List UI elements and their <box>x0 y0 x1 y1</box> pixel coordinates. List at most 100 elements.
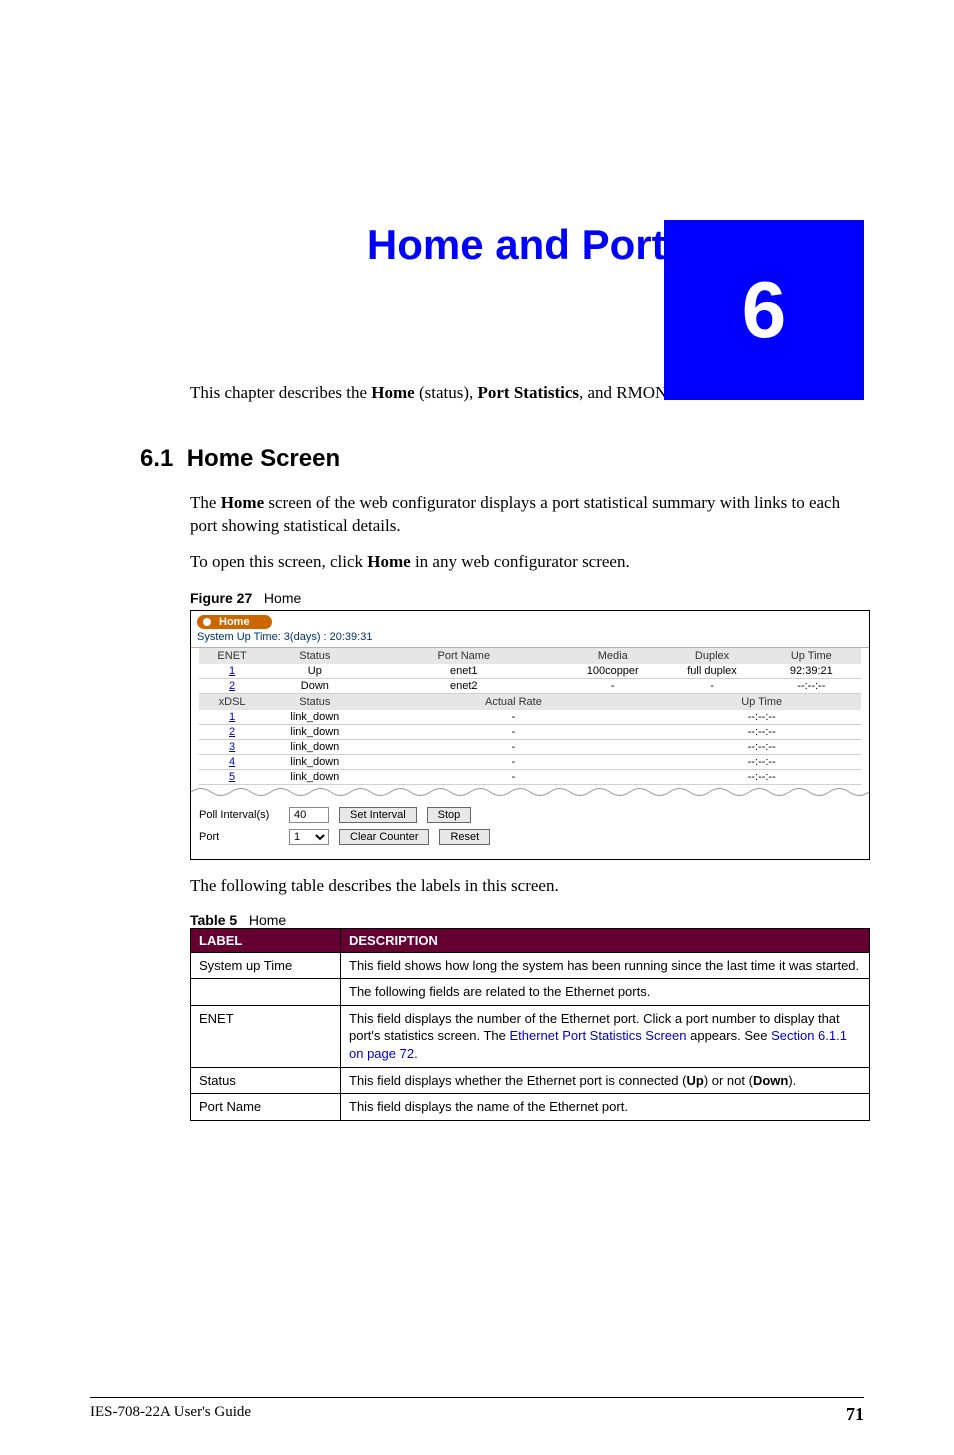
desc-label: ENET <box>191 1005 341 1067</box>
xdsl-row: 4link_down---:--:-- <box>199 754 861 769</box>
text: . <box>414 1046 418 1061</box>
figure-caption: Figure 27 Home <box>90 590 864 606</box>
port-link[interactable]: 5 <box>229 771 235 783</box>
cell: 100copper <box>563 664 662 679</box>
cell: --:--:-- <box>662 739 861 754</box>
cell: - <box>364 710 662 725</box>
desc-table-header: LABEL DESCRIPTION <box>191 928 870 952</box>
xdsl-header-row: xDSL Status Actual Rate Up Time <box>199 694 861 710</box>
cell: link_down <box>265 724 364 739</box>
chapter-number-box: 6 <box>664 220 864 400</box>
enet-row: 2 Down enet2 - - --:--:-- <box>199 678 861 693</box>
desc-label: Status <box>191 1067 341 1094</box>
cell: - <box>364 739 662 754</box>
screenshot-controls: Poll Interval(s) Set Interval Stop Port … <box>191 799 869 859</box>
col-duplex: Duplex <box>662 648 761 664</box>
cell: --:--:-- <box>662 710 861 725</box>
intro-bold-portstats: Port Statistics <box>478 383 580 402</box>
page-footer: IES-708-22A User's Guide 71 <box>90 1397 864 1425</box>
wave-separator <box>191 785 869 799</box>
enet-row: 1 Up enet1 100copper full duplex 92:39:2… <box>199 664 861 679</box>
header-description: DESCRIPTION <box>341 928 870 952</box>
col-enet: ENET <box>199 648 265 664</box>
port-label: Port <box>199 831 279 843</box>
col-portname: Port Name <box>364 648 563 664</box>
footer-guide-title: IES-708-22A User's Guide <box>90 1404 251 1425</box>
cell: enet2 <box>364 678 563 693</box>
cell: link_down <box>265 739 364 754</box>
description-table: LABEL DESCRIPTION System up Time This fi… <box>190 928 870 1121</box>
table-title: Home <box>249 912 286 928</box>
clear-counter-button[interactable]: Clear Counter <box>339 829 429 845</box>
bold-home: Home <box>367 552 410 571</box>
cell: enet1 <box>364 664 563 679</box>
screenshot-tab: Home <box>197 615 272 629</box>
col-media: Media <box>563 648 662 664</box>
cell: link_down <box>265 769 364 784</box>
desc-row: System up Time This field shows how long… <box>191 952 870 979</box>
cell: --:--:-- <box>662 754 861 769</box>
enet-header-row: ENET Status Port Name Media Duplex Up Ti… <box>199 648 861 664</box>
text: screen of the web configurator displays … <box>190 493 840 536</box>
desc-row: The following fields are related to the … <box>191 979 870 1006</box>
cell: - <box>364 769 662 784</box>
stop-button[interactable]: Stop <box>427 807 472 823</box>
section-heading: 6.1 Home Screen <box>90 445 864 473</box>
poll-interval-label: Poll Interval(s) <box>199 809 279 821</box>
footer-page-number: 71 <box>846 1404 864 1425</box>
port-select[interactable]: 1 <box>289 829 329 845</box>
text: appears. See <box>687 1028 772 1043</box>
cell: Down <box>265 678 364 693</box>
figure-label: Figure 27 <box>190 590 252 606</box>
col-rate: Actual Rate <box>364 694 662 710</box>
desc-text: This field shows how long the system has… <box>341 952 870 979</box>
port-link[interactable]: 2 <box>229 726 235 738</box>
port-link[interactable]: 3 <box>229 741 235 753</box>
desc-row: Status This field displays whether the E… <box>191 1067 870 1094</box>
set-interval-button[interactable]: Set Interval <box>339 807 417 823</box>
cell: Up <box>265 664 364 679</box>
desc-label <box>191 979 341 1006</box>
text: ) or not ( <box>704 1073 753 1088</box>
port-link[interactable]: 4 <box>229 756 235 768</box>
col-status: Status <box>265 694 364 710</box>
cell: --:--:-- <box>662 724 861 739</box>
desc-text: This field displays whether the Ethernet… <box>341 1067 870 1094</box>
bold-up: Up <box>686 1073 703 1088</box>
port-link[interactable]: 1 <box>229 665 235 677</box>
cell: 92:39:21 <box>762 664 861 679</box>
text: in any web configurator screen. <box>411 552 630 571</box>
text: This field displays whether the Ethernet… <box>349 1073 686 1088</box>
paragraph-3: The following table describes the labels… <box>90 874 864 898</box>
section-title: Home Screen <box>187 445 340 472</box>
cell: link_down <box>265 710 364 725</box>
enet-table: ENET Status Port Name Media Duplex Up Ti… <box>199 648 861 694</box>
figure-title: Home <box>264 590 301 606</box>
screenshot-home: Home System Up Time: 3(days) : 20:39:31 … <box>190 610 870 860</box>
desc-text: This field displays the number of the Et… <box>341 1005 870 1067</box>
xdsl-row: 2 link_down---:--:-- <box>199 724 861 739</box>
bold-down: Down <box>753 1073 788 1088</box>
section-number: 6.1 <box>140 445 173 472</box>
port-link[interactable]: 1 <box>229 711 235 723</box>
text: ). <box>788 1073 796 1088</box>
cell: link_down <box>265 754 364 769</box>
intro-text: This chapter describes the <box>190 383 371 402</box>
cell: --:--:-- <box>662 769 861 784</box>
reset-button[interactable]: Reset <box>439 829 490 845</box>
header-label: LABEL <box>191 928 341 952</box>
desc-label: System up Time <box>191 952 341 979</box>
text: The <box>190 493 221 512</box>
cross-ref-link[interactable]: Ethernet Port Statistics Screen <box>509 1028 686 1043</box>
col-uptime: Up Time <box>762 648 861 664</box>
desc-text: The following fields are related to the … <box>341 979 870 1006</box>
col-status: Status <box>265 648 364 664</box>
paragraph-2: To open this screen, click Home in any w… <box>90 550 864 574</box>
system-uptime: System Up Time: 3(days) : 20:39:31 <box>191 629 869 648</box>
desc-row: Port Name This field displays the name o… <box>191 1094 870 1121</box>
cell: - <box>563 678 662 693</box>
port-link[interactable]: 2 <box>229 680 235 692</box>
poll-interval-input[interactable] <box>289 807 329 823</box>
cell: --:--:-- <box>762 678 861 693</box>
cell: - <box>364 724 662 739</box>
